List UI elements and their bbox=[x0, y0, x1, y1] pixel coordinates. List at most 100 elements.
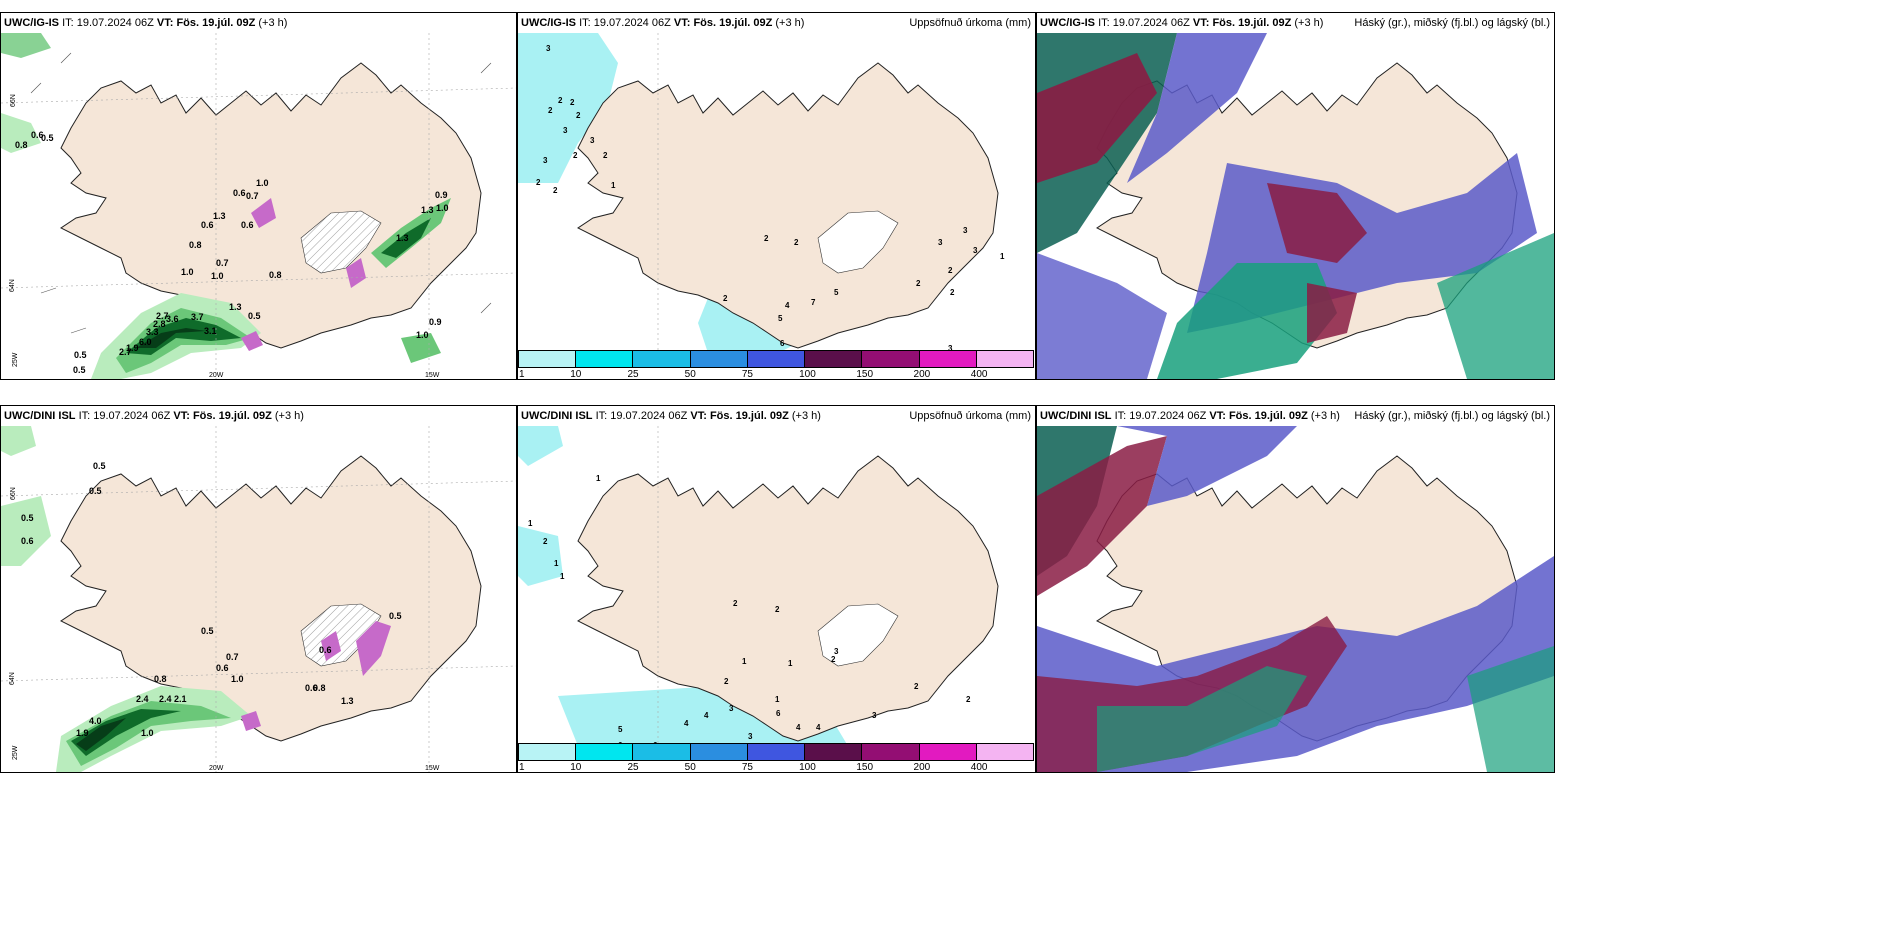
colorbar-tick-label: 75 bbox=[741, 762, 753, 773]
svg-text:7: 7 bbox=[811, 298, 816, 307]
svg-text:2: 2 bbox=[573, 151, 578, 160]
svg-text:2: 2 bbox=[966, 695, 971, 704]
svg-text:0.5: 0.5 bbox=[93, 461, 106, 471]
svg-text:20W: 20W bbox=[209, 765, 224, 772]
svg-text:0.6: 0.6 bbox=[216, 663, 229, 673]
svg-text:0.6: 0.6 bbox=[31, 130, 44, 140]
svg-text:1.0: 1.0 bbox=[436, 203, 449, 213]
svg-text:2: 2 bbox=[831, 655, 836, 664]
svg-text:2.7: 2.7 bbox=[156, 311, 169, 321]
svg-text:0.6: 0.6 bbox=[21, 536, 34, 546]
colorbar-swatch bbox=[632, 350, 691, 368]
svg-text:3: 3 bbox=[563, 126, 568, 135]
svg-text:0.8: 0.8 bbox=[15, 140, 28, 150]
panel-accum-bottom: UWC/DINI ISL IT: 19.07.2024 06Z VT: Fös.… bbox=[517, 405, 1036, 773]
panel-header: UWC/DINI ISL IT: 19.07.2024 06Z VT: Fös.… bbox=[521, 410, 821, 422]
colorbar-swatch bbox=[804, 743, 863, 761]
svg-text:1: 1 bbox=[742, 657, 747, 666]
colorbar-swatch bbox=[575, 350, 634, 368]
accum-title: Uppsöfnuð úrkoma (mm) bbox=[909, 410, 1031, 422]
colorbar-tick-label: 75 bbox=[741, 369, 753, 380]
svg-text:25W: 25W bbox=[12, 745, 19, 760]
svg-text:4: 4 bbox=[785, 301, 790, 310]
wind-precip-map: 0.5 0.5 0.5 0.6 0.5 0.7 0.6 1.0 0.8 2.4 … bbox=[1, 426, 516, 772]
svg-text:2.8: 2.8 bbox=[153, 319, 166, 329]
svg-text:6: 6 bbox=[776, 709, 781, 718]
svg-text:0.5: 0.5 bbox=[74, 350, 87, 360]
panel-cloud-top: UWC/IG-IS IT: 19.07.2024 06Z VT: Fös. 19… bbox=[1036, 12, 1555, 380]
svg-text:3.6: 3.6 bbox=[166, 314, 179, 324]
svg-text:25W: 25W bbox=[12, 352, 19, 367]
svg-text:0.9: 0.9 bbox=[429, 317, 442, 327]
svg-text:64N: 64N bbox=[9, 672, 16, 685]
svg-text:1.3: 1.3 bbox=[229, 302, 242, 312]
svg-text:3: 3 bbox=[729, 704, 734, 713]
wind-precip-map: 0.8 0.6 0.5 1.0 0.6 0.7 0.6 1.3 0.6 0.8 … bbox=[1, 33, 516, 379]
svg-text:2: 2 bbox=[576, 111, 581, 120]
colorbar-tick-label: 50 bbox=[684, 369, 696, 380]
svg-text:0.5: 0.5 bbox=[389, 611, 402, 621]
colorbar-swatch bbox=[518, 350, 577, 368]
svg-text:64N: 64N bbox=[9, 279, 16, 292]
panel-wind-precip-top: UWC/IG-IS IT: 19.07.2024 06Z VT: Fös. 19… bbox=[0, 12, 517, 380]
cloud-title: Háský (gr.), miðský (fj.bl.) og lágský (… bbox=[1354, 410, 1550, 422]
panel-accum-top: UWC/IG-IS IT: 19.07.2024 06Z VT: Fös. 19… bbox=[517, 12, 1036, 380]
svg-text:0.5: 0.5 bbox=[73, 365, 86, 375]
colorbar-tick-label: 25 bbox=[627, 762, 639, 773]
colorbar-tick-label: 100 bbox=[799, 762, 816, 773]
svg-text:2: 2 bbox=[536, 178, 541, 187]
colorbar-tick-label: 25 bbox=[627, 369, 639, 380]
svg-text:3: 3 bbox=[546, 44, 551, 53]
svg-text:2: 2 bbox=[914, 682, 919, 691]
svg-text:3: 3 bbox=[963, 226, 968, 235]
svg-text:4: 4 bbox=[796, 723, 801, 732]
svg-text:15W: 15W bbox=[425, 372, 440, 379]
svg-text:4.0: 4.0 bbox=[89, 716, 102, 726]
svg-text:2.7: 2.7 bbox=[119, 347, 132, 357]
svg-text:2: 2 bbox=[548, 106, 553, 115]
svg-text:0.7: 0.7 bbox=[226, 652, 239, 662]
svg-text:2: 2 bbox=[570, 98, 575, 107]
svg-text:0.8: 0.8 bbox=[313, 683, 326, 693]
svg-text:66N: 66N bbox=[10, 487, 17, 500]
colorbar-tick-label: 200 bbox=[913, 762, 931, 773]
accum-map: 1 1 2 1 1 2 2 1 1 2 1 3 6 4 4 5 4 4 6 6 … bbox=[518, 426, 999, 746]
svg-text:1.3: 1.3 bbox=[341, 696, 354, 706]
colorbar-swatch bbox=[975, 350, 1034, 368]
cloud-title: Háský (gr.), miðský (fj.bl.) og lágský (… bbox=[1354, 17, 1550, 29]
svg-text:1: 1 bbox=[528, 519, 533, 528]
accum-title: Uppsöfnuð úrkoma (mm) bbox=[909, 17, 1031, 29]
svg-text:2.4: 2.4 bbox=[136, 694, 149, 704]
cloud-map bbox=[1037, 426, 1554, 772]
svg-text:0.8: 0.8 bbox=[189, 240, 202, 250]
svg-text:3.7: 3.7 bbox=[191, 312, 204, 322]
svg-text:15W: 15W bbox=[425, 765, 440, 772]
svg-text:2: 2 bbox=[764, 234, 769, 243]
svg-text:3: 3 bbox=[938, 238, 943, 247]
svg-text:2: 2 bbox=[553, 186, 558, 195]
svg-text:1.0: 1.0 bbox=[181, 267, 194, 277]
colorbar-tick-label: 50 bbox=[684, 762, 696, 773]
panel-wind-precip-bottom: UWC/DINI ISL IT: 19.07.2024 06Z VT: Fös.… bbox=[0, 405, 517, 773]
panel-header: UWC/IG-IS IT: 19.07.2024 06Z VT: Fös. 19… bbox=[4, 17, 288, 29]
colorbar-swatch bbox=[689, 350, 748, 368]
svg-text:0.8: 0.8 bbox=[269, 270, 282, 280]
svg-text:0.9: 0.9 bbox=[435, 190, 448, 200]
svg-text:2: 2 bbox=[724, 677, 729, 686]
colorbar-swatch bbox=[746, 743, 806, 761]
svg-text:0.6: 0.6 bbox=[305, 683, 318, 693]
svg-text:0.5: 0.5 bbox=[21, 513, 34, 523]
svg-text:3: 3 bbox=[872, 711, 877, 720]
svg-text:1: 1 bbox=[554, 559, 559, 568]
colorbar-swatch bbox=[575, 743, 634, 761]
svg-text:1: 1 bbox=[788, 659, 793, 668]
svg-text:1.9: 1.9 bbox=[126, 343, 139, 353]
colorbar-tick-label: 400 bbox=[970, 369, 988, 380]
colorbar-tick-label: 10 bbox=[570, 762, 582, 773]
svg-text:1.9: 1.9 bbox=[76, 728, 89, 738]
colorbar-swatch bbox=[746, 350, 806, 368]
svg-text:5: 5 bbox=[778, 314, 783, 323]
svg-text:3: 3 bbox=[948, 344, 953, 353]
svg-text:2: 2 bbox=[794, 238, 799, 247]
svg-text:1: 1 bbox=[775, 695, 780, 704]
